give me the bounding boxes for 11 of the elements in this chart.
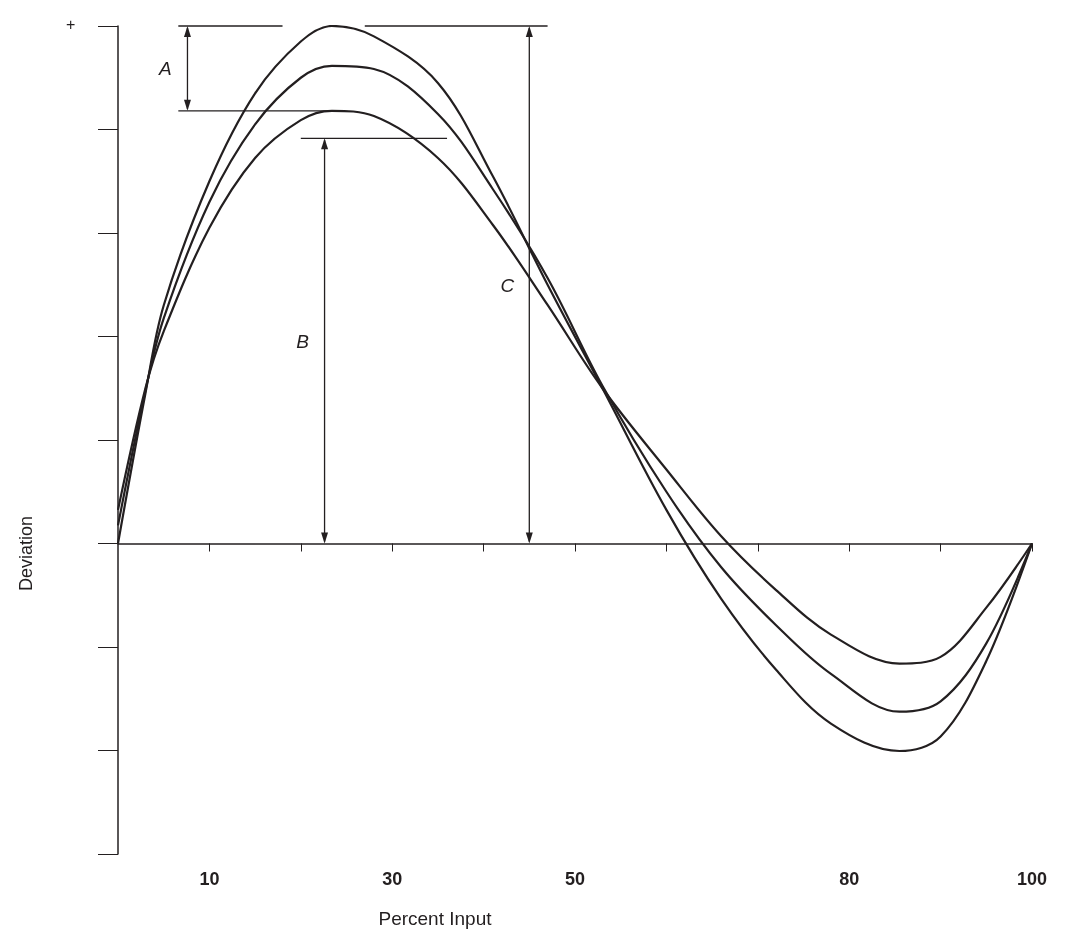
y-axis-title: Deviation (16, 515, 36, 592)
annotation: C (500, 274, 515, 296)
annotation: A (158, 58, 172, 80)
x-tick-label: 30 (382, 869, 403, 889)
text: + (66, 16, 76, 33)
x-tick-label: 10 (199, 869, 220, 889)
annotation: B (296, 330, 310, 352)
x-tick-label: 80 (839, 869, 860, 889)
x-axis-title: Percent Input (378, 908, 493, 929)
x-tick-label: 100 (1016, 869, 1048, 889)
x-tick-label: 50 (564, 869, 586, 889)
